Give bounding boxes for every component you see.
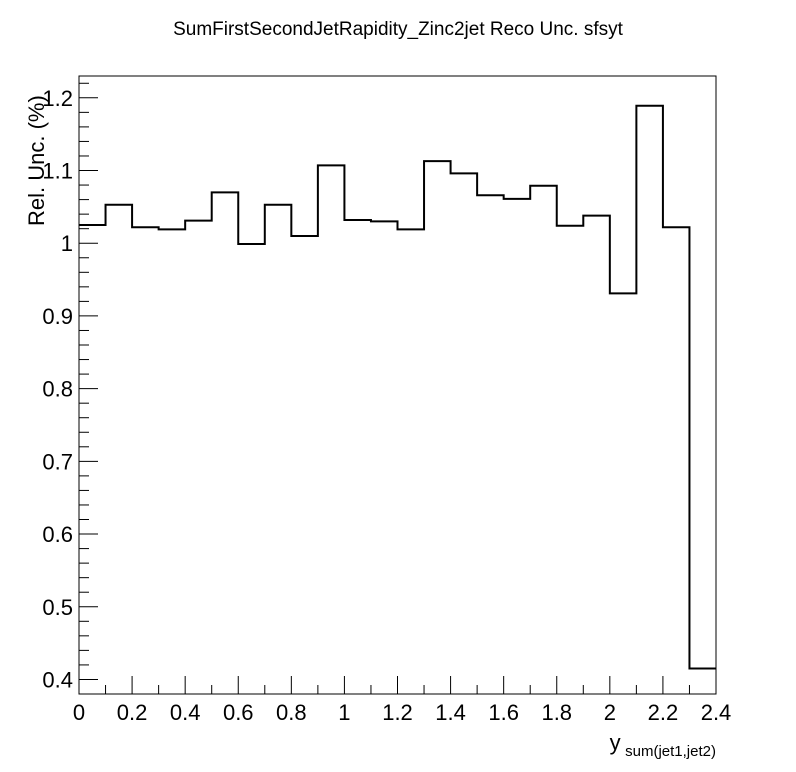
x-axis-label: y sum(jet1,jet2) — [610, 730, 716, 760]
x-axis-label-sub: sum(jet1,jet2) — [625, 743, 716, 760]
y-tick-label: 0.8 — [42, 377, 73, 402]
y-tick-label: 1.1 — [42, 159, 73, 184]
x-tick-label: 2 — [604, 700, 616, 725]
x-tick-label: 0.6 — [223, 700, 254, 725]
x-tick-label: 0 — [73, 700, 85, 725]
y-tick-label: 0.5 — [42, 595, 73, 620]
y-tick-label: 0.6 — [42, 522, 73, 547]
x-tick-label: 1 — [338, 700, 350, 725]
x-tick-label: 1.4 — [435, 700, 466, 725]
axis-ticks — [78, 82, 717, 695]
y-tick-label: 0.7 — [42, 449, 73, 474]
x-tick-label: 1.8 — [541, 700, 572, 725]
y-axis-label: Rel. Unc. (%) — [24, 95, 49, 226]
x-axis-label-main: y — [610, 730, 621, 755]
x-tick-label: 1.2 — [382, 700, 413, 725]
x-tick-label: 2.4 — [701, 700, 732, 725]
y-tick-label: 1.2 — [42, 86, 73, 111]
y-tick-label: 0.9 — [42, 304, 73, 329]
y-tick-label: 1 — [61, 231, 73, 256]
x-tick-labels: 0 0.2 0.4 0.6 0.8 1 1.2 1.4 1.6 1.8 2 2.2 2.4 — [73, 700, 731, 725]
y-tick-label: 0.4 — [42, 667, 73, 692]
y-tick-labels: 0.4 0.5 0.6 0.7 0.8 0.9 1 1.1 1.2 — [42, 86, 73, 693]
x-tick-label: 2.2 — [648, 700, 679, 725]
x-tick-label: 0.8 — [276, 700, 307, 725]
x-tick-label: 0.2 — [117, 700, 148, 725]
x-tick-label: 0.4 — [170, 700, 201, 725]
plot-frame — [78, 75, 717, 695]
histogram-line — [79, 104, 716, 670]
chart-title: SumFirstSecondJetRapidity_Zinc2jet Reco … — [173, 19, 624, 40]
x-tick-label: 1.6 — [488, 700, 519, 725]
